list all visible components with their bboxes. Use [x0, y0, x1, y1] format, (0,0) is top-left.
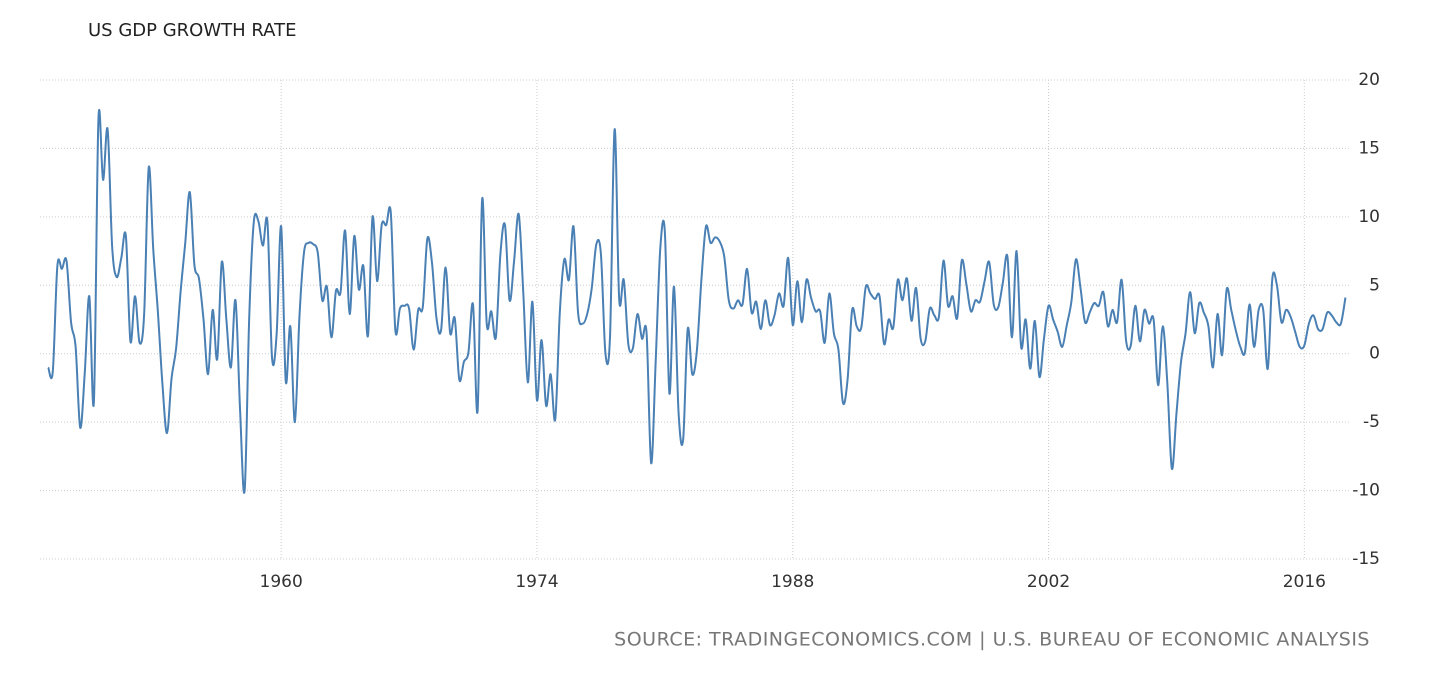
- y-tick-label: -5: [1363, 412, 1380, 432]
- x-tick-label: 2002: [1027, 572, 1070, 592]
- y-tick-label: 0: [1369, 344, 1380, 364]
- chart-title: US GDP GROWTH RATE: [88, 20, 296, 41]
- x-tick-label: 1988: [771, 572, 814, 592]
- x-tick-label: 1974: [515, 572, 558, 592]
- y-tick-label: 5: [1369, 275, 1380, 295]
- y-tick-label: 20: [1358, 70, 1380, 90]
- source: SOURCE: TRADINGECONOMICS.COM | U.S. BURE…: [614, 629, 1370, 651]
- y-tick-label: 10: [1358, 207, 1380, 227]
- line: [47, 108, 1347, 494]
- x-tick-label: 2016: [1283, 572, 1326, 592]
- y-tick-label: -15: [1352, 549, 1380, 569]
- y-tick-label: 15: [1358, 138, 1380, 158]
- y-tick-label: -10: [1352, 481, 1380, 501]
- x-tick-label: 1960: [260, 572, 303, 592]
